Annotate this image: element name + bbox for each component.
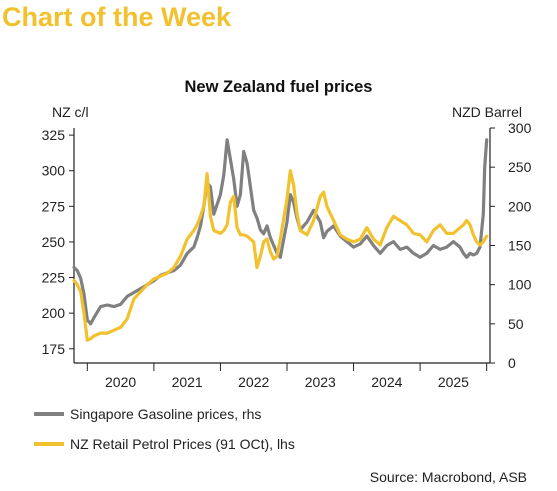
left-axis-unit: NZ c/l xyxy=(52,104,89,120)
right-tick-label: 100 xyxy=(508,277,532,293)
left-tick-label: 325 xyxy=(42,127,66,143)
legend-item-gasoline: Singapore Gasoline prices, rhs xyxy=(34,406,261,422)
legend-label-gasoline: Singapore Gasoline prices, rhs xyxy=(70,406,262,422)
right-tick-label: 300 xyxy=(508,120,532,136)
right-tick-label: 0 xyxy=(508,355,516,371)
left-tick-label: 250 xyxy=(42,234,66,250)
chart-axes: 175 200 225 250 275 300 325 0 50 100 150 200 250 300 2… xyxy=(42,120,532,390)
series-line-nz-retail-petrol xyxy=(72,169,489,342)
x-tick-label: 2025 xyxy=(438,374,469,390)
x-tick-label: 2023 xyxy=(305,374,336,390)
left-tick-label: 200 xyxy=(42,305,66,321)
right-tick-label: 50 xyxy=(508,316,524,332)
chart-title: New Zealand fuel prices xyxy=(184,78,373,96)
right-tick-label: 250 xyxy=(508,159,532,175)
legend-label-petrol: NZ Retail Petrol Prices (91 OCt), lhs xyxy=(70,436,295,452)
x-tick-label: 2024 xyxy=(371,374,402,390)
right-tick-label: 150 xyxy=(508,238,532,254)
source-note: Source: Macrobond, ASB xyxy=(369,469,527,485)
banner-title: Chart of the Week xyxy=(2,2,232,32)
legend-swatch-gasoline xyxy=(34,412,64,416)
right-tick-label: 200 xyxy=(508,198,532,214)
left-tick-label: 300 xyxy=(42,163,66,179)
chart-series xyxy=(72,138,489,342)
x-tick-label: 2020 xyxy=(105,374,136,390)
legend-item-petrol: NZ Retail Petrol Prices (91 OCt), lhs xyxy=(34,436,295,452)
left-tick-label: 175 xyxy=(42,341,66,357)
right-axis-unit: NZD Barrel xyxy=(452,104,523,120)
left-tick-label: 225 xyxy=(42,270,66,286)
x-tick-label: 2021 xyxy=(172,374,203,390)
x-tick-label: 2022 xyxy=(238,374,269,390)
left-tick-label: 275 xyxy=(42,198,66,214)
legend-swatch-petrol xyxy=(34,442,64,446)
